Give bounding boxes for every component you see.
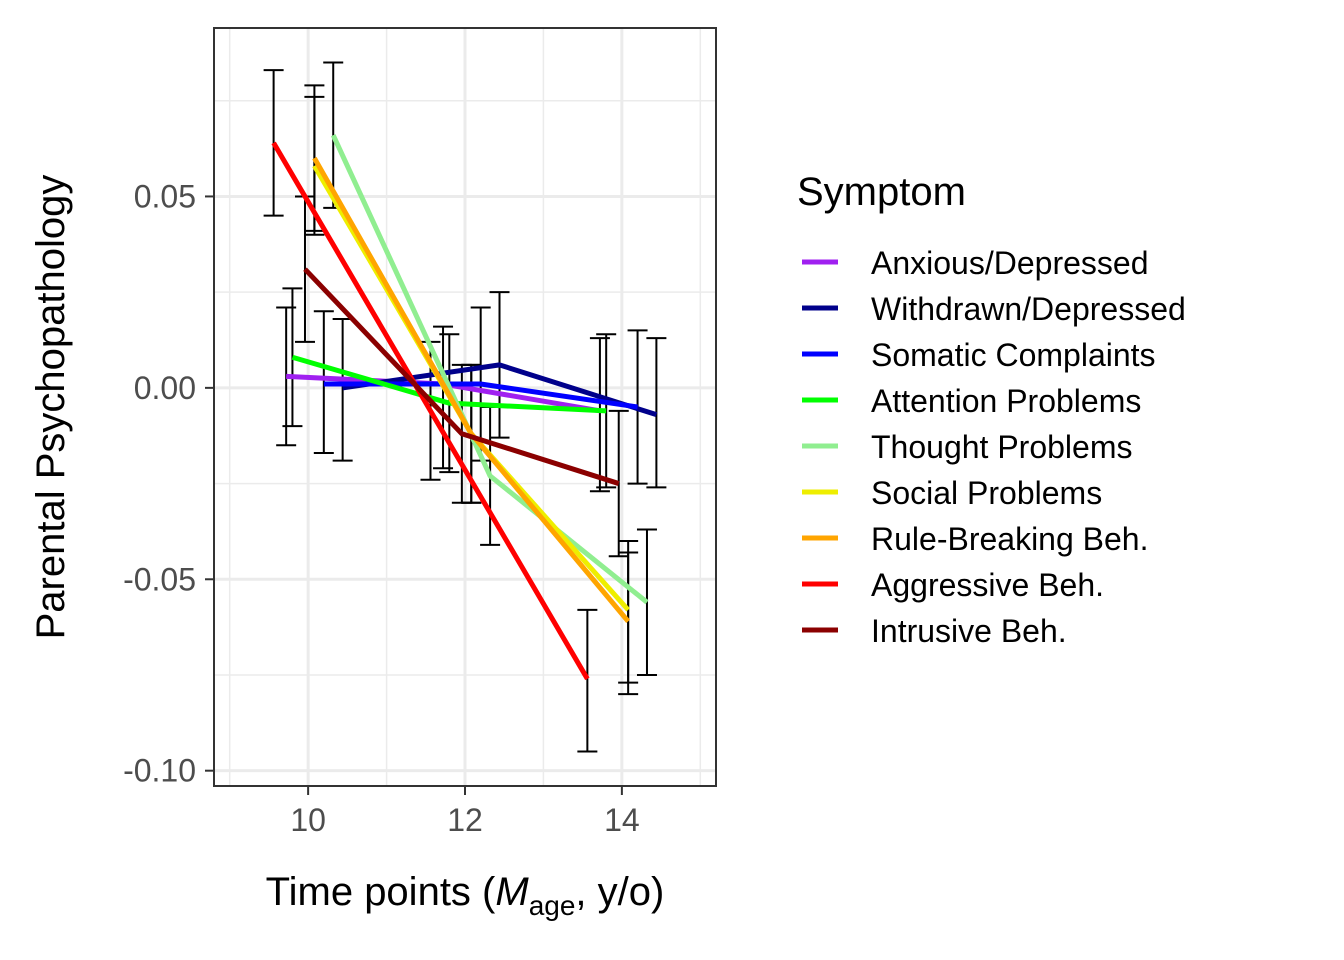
legend-label: Social Problems bbox=[871, 475, 1102, 511]
y-tick-label: 0.00 bbox=[134, 370, 196, 406]
x-tick-label: 10 bbox=[290, 802, 326, 838]
x-axis-title-suffix: , y/o) bbox=[575, 870, 664, 914]
series-line bbox=[342, 362, 658, 418]
legend-label: Withdrawn/Depressed bbox=[871, 291, 1186, 327]
y-axis-title: Parental Psychopathology bbox=[29, 175, 73, 640]
legend-label: Thought Problems bbox=[871, 429, 1132, 465]
x-tick-label: 14 bbox=[604, 802, 640, 838]
series-line bbox=[303, 267, 620, 486]
x-axis-title: Time points (Mage, y/o) bbox=[266, 870, 665, 921]
series-line bbox=[330, 134, 649, 605]
x-axis: 10 12 14 bbox=[290, 786, 640, 838]
legend-label: Anxious/Depressed bbox=[871, 245, 1148, 281]
legend-label: Somatic Complaints bbox=[871, 337, 1156, 373]
y-tick-label: -0.05 bbox=[123, 561, 196, 597]
x-axis-title-prefix: Time points ( bbox=[266, 870, 496, 914]
legend-label: Attention Problems bbox=[871, 383, 1141, 419]
legend-label: Aggressive Beh. bbox=[871, 567, 1104, 603]
y-tick-label: -0.10 bbox=[123, 753, 196, 789]
x-axis-title-m: M bbox=[495, 870, 529, 914]
series-lines bbox=[271, 134, 658, 681]
x-tick-label: 12 bbox=[447, 802, 483, 838]
legend-title: Symptom bbox=[797, 170, 966, 214]
legend-label: Rule-Breaking Beh. bbox=[871, 521, 1148, 557]
series-line bbox=[312, 156, 631, 623]
legend: Symptom Anxious/Depressed Withdrawn/Depre… bbox=[797, 170, 1186, 649]
series-line bbox=[271, 141, 590, 681]
y-tick-label: 0.05 bbox=[134, 178, 196, 214]
y-axis: -0.10 -0.05 0.00 0.05 bbox=[123, 178, 214, 789]
series-line bbox=[291, 354, 607, 414]
legend-label: Intrusive Beh. bbox=[871, 613, 1067, 649]
x-axis-title-subscript: age bbox=[529, 890, 576, 921]
legend-items: Anxious/Depressed Withdrawn/Depressed Soma… bbox=[802, 245, 1186, 649]
